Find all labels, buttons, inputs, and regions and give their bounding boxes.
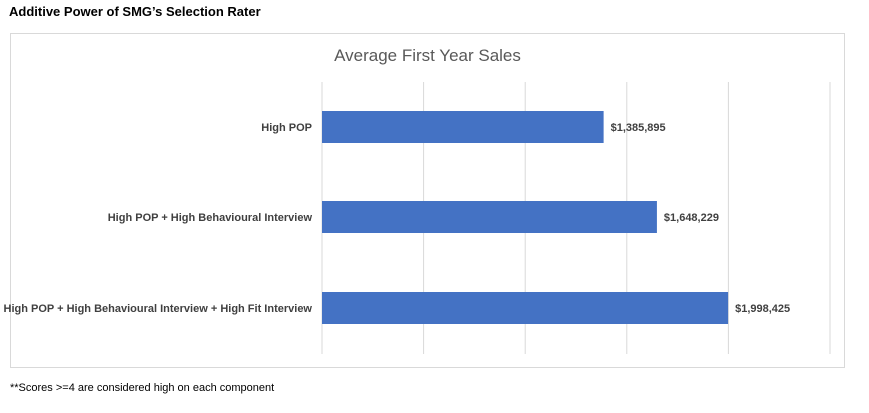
- footnote: **Scores >=4 are considered high on each…: [10, 382, 275, 394]
- category-label: High POP: [261, 122, 312, 134]
- bar: [322, 111, 604, 143]
- data-label: $1,998,425: [735, 303, 790, 315]
- data-label: $1,385,895: [611, 122, 666, 134]
- chart-title: Average First Year Sales: [334, 46, 521, 65]
- data-label: $1,648,229: [664, 212, 719, 224]
- category-label: High POP + High Behavioural Interview + …: [4, 303, 313, 315]
- bar: [322, 292, 729, 324]
- category-label: High POP + High Behavioural Interview: [108, 212, 313, 224]
- bar: [322, 201, 657, 233]
- page-title: Additive Power of SMG’s Selection Rater: [9, 4, 261, 19]
